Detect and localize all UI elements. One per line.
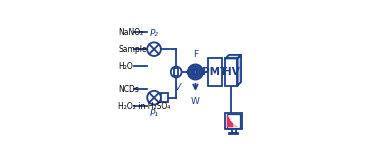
Bar (208, 58, 222, 86)
Polygon shape (237, 55, 241, 86)
Bar (225, 113, 242, 129)
Text: F: F (193, 50, 198, 59)
Bar (227, 116, 228, 127)
Text: H₂O₂ in H₂SO₄: H₂O₂ in H₂SO₄ (118, 102, 170, 111)
Bar (229, 133, 238, 134)
Text: HV: HV (223, 67, 240, 77)
Text: V: V (175, 83, 181, 92)
Bar (227, 114, 240, 128)
Circle shape (171, 67, 181, 77)
Bar (174, 68, 178, 76)
Text: Sample: Sample (118, 45, 147, 54)
Text: PMT: PMT (202, 67, 228, 77)
Polygon shape (225, 55, 241, 58)
Text: H₂O: H₂O (118, 62, 133, 71)
Bar (225, 58, 237, 86)
Text: W: W (191, 96, 200, 106)
Bar (232, 123, 233, 127)
Bar (231, 122, 232, 127)
Bar (229, 119, 230, 127)
Bar (232, 129, 235, 133)
Text: NaNO₂: NaNO₂ (118, 28, 144, 37)
Text: NCDs: NCDs (118, 85, 139, 94)
Bar (228, 117, 229, 127)
Text: P₂: P₂ (150, 29, 158, 38)
Bar (161, 93, 168, 102)
Text: P₁: P₁ (150, 109, 158, 118)
Bar (235, 125, 236, 127)
